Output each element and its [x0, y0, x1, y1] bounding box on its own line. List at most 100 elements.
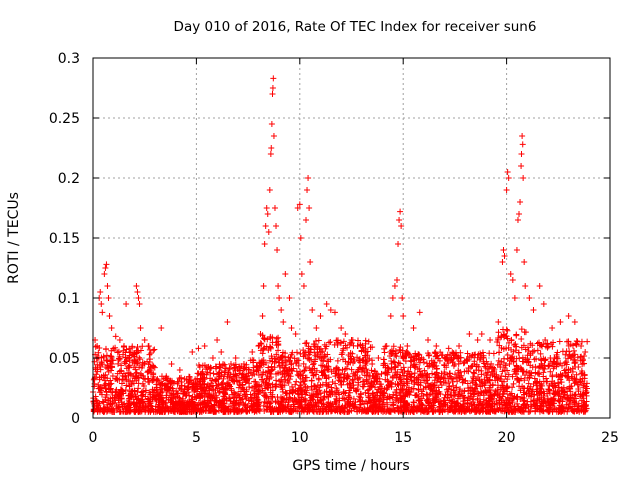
data-point	[354, 408, 361, 415]
data-point	[309, 386, 316, 393]
data-point	[539, 408, 546, 415]
data-point	[167, 377, 174, 384]
data-point	[419, 388, 426, 395]
data-point	[418, 354, 425, 361]
data-point	[460, 392, 467, 399]
data-point	[260, 283, 267, 289]
data-point	[177, 375, 184, 382]
data-point	[134, 289, 141, 295]
data-point	[167, 397, 174, 404]
data-point	[185, 384, 192, 391]
data-point	[94, 343, 101, 349]
data-point	[137, 347, 144, 354]
data-point	[319, 357, 326, 364]
data-point	[109, 372, 116, 379]
data-point	[452, 349, 459, 356]
x-axis-label: GPS time / hours	[292, 458, 409, 474]
data-point	[399, 347, 406, 354]
data-point	[476, 376, 483, 383]
data-point	[425, 337, 432, 343]
data-point	[275, 283, 282, 289]
data-point	[106, 401, 113, 408]
data-point	[416, 309, 423, 316]
data-point	[380, 399, 387, 406]
data-point	[279, 396, 286, 403]
data-point	[263, 376, 270, 383]
data-point	[98, 301, 105, 307]
data-point	[107, 386, 114, 393]
data-point	[478, 367, 485, 374]
data-point	[301, 367, 308, 374]
data-point	[450, 387, 457, 394]
x-tick-label: 20	[498, 430, 516, 446]
data-point	[214, 337, 221, 343]
data-point	[115, 360, 122, 367]
data-point	[310, 372, 317, 379]
data-point	[583, 389, 590, 396]
data-point	[435, 384, 442, 391]
data-point	[509, 277, 516, 283]
data-point	[95, 349, 102, 356]
data-point	[463, 408, 470, 415]
data-point	[118, 387, 125, 394]
data-point	[472, 408, 479, 415]
data-point	[474, 337, 481, 343]
data-point	[429, 370, 436, 377]
data-point	[577, 393, 584, 400]
data-point	[541, 357, 548, 364]
data-point	[298, 397, 305, 404]
data-point	[301, 367, 308, 374]
data-point	[199, 392, 206, 399]
data-point	[220, 375, 227, 382]
data-point	[308, 356, 315, 363]
data-point	[294, 205, 301, 211]
data-point	[137, 325, 144, 331]
data-point	[575, 364, 582, 371]
y-tick-label: 0.1	[58, 291, 80, 307]
data-point	[362, 337, 369, 344]
data-point	[393, 371, 400, 378]
data-point	[140, 383, 147, 390]
data-point	[345, 408, 352, 415]
data-point	[108, 353, 115, 360]
x-tick-label: 5	[192, 430, 201, 446]
data-point	[363, 372, 370, 379]
data-point	[144, 369, 151, 376]
data-point	[507, 402, 514, 409]
data-point	[384, 378, 391, 385]
data-point	[488, 360, 495, 367]
data-point	[501, 253, 508, 259]
data-point	[381, 390, 388, 397]
data-point	[207, 375, 214, 382]
data-point	[457, 369, 464, 376]
data-point	[156, 379, 163, 386]
data-point	[123, 382, 130, 389]
data-point	[354, 337, 361, 344]
data-point	[342, 342, 349, 349]
data-point	[412, 392, 419, 399]
data-point	[428, 402, 435, 409]
data-point	[205, 363, 212, 370]
data-point	[132, 393, 139, 400]
data-point	[411, 408, 418, 415]
data-point	[123, 346, 130, 353]
data-point	[266, 187, 273, 193]
data-point	[96, 376, 103, 383]
data-point	[500, 378, 507, 385]
y-tick-label: 0.25	[49, 111, 80, 127]
data-point	[270, 133, 277, 139]
data-point	[297, 379, 304, 386]
data-point	[339, 356, 346, 363]
data-point	[483, 372, 490, 379]
data-point	[497, 405, 504, 412]
data-point	[273, 351, 280, 358]
data-point	[397, 404, 404, 411]
data-point	[493, 406, 500, 413]
data-point	[498, 372, 505, 379]
data-point	[524, 398, 531, 405]
data-point	[573, 376, 580, 383]
data-point	[496, 397, 503, 404]
data-point	[485, 408, 492, 415]
data-point	[320, 368, 327, 375]
data-point	[103, 357, 110, 364]
